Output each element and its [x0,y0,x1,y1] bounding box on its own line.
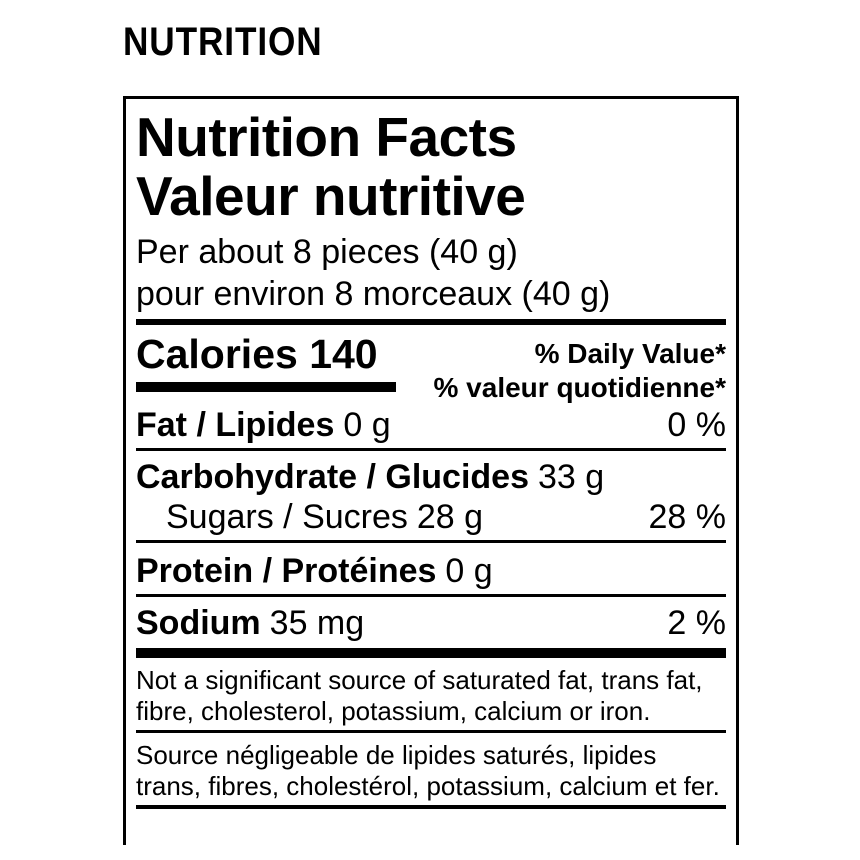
nutrient-name-bold: Protein / Protéines [136,552,437,590]
nutrient-row-carbohydrate: Carbohydrate / Glucides 33 g [136,457,726,497]
nutrient-name-bold: Fat / Lipides [136,406,335,444]
nutrient-amount: 0 g [343,406,391,444]
divider-thin [136,448,726,451]
nutrient-row-sugars: Sugars / Sucres 28 g 28 % [136,497,726,537]
nutrient-daily-value: 2 % [667,604,726,642]
label-title-english: Nutrition Facts [136,106,517,168]
nutrient-name: Protein / Protéines 0 g [136,551,493,591]
footnote-english: Not a significant source of saturated fa… [136,665,703,726]
calories-section: Calories 140 % Daily Value* % valeur quo… [136,331,726,405]
calories-underline-bar [136,382,396,392]
nutrient-name-bold: Carbohydrate / Glucides [136,458,529,496]
nutrient-name: Sodium 35 mg [136,603,364,643]
calories-block: Calories 140 [136,331,396,392]
daily-value-header-french: % valeur quotidienne* [433,372,727,403]
serving-size-english: Per about 8 pieces (40 g) [136,233,518,271]
daily-value-header-english: % Daily Value* [534,338,726,369]
section-heading: NUTRITION [123,20,323,64]
nutrient-name: Carbohydrate / Glucides 33 g [136,457,604,497]
nutrient-name-regular: Sugars / Sucres [166,498,408,536]
nutrition-facts-label: Nutrition Facts Valeur nutritive Per abo… [123,96,739,845]
divider-thin [136,594,726,597]
calories-value: Calories 140 [136,331,378,377]
nutrient-amount: 0 g [445,552,493,590]
nutrient-amount: 35 mg [269,604,365,642]
daily-value-header: % Daily Value* % valeur quotidienne* [434,331,727,405]
nutrient-amount: 28 g [416,498,484,536]
label-title-french: Valeur nutritive [136,165,526,227]
divider-thin [136,540,726,543]
footnote-french: Source négligeable de lipides saturés, l… [136,740,720,801]
nutrient-name-bold: Sodium [136,604,261,642]
nutrient-amount: 33 g [538,458,605,496]
nutrient-name: Fat / Lipides 0 g [136,405,391,445]
nutrient-row-protein: Protein / Protéines 0 g [136,551,726,591]
nutrient-row-fat: Fat / Lipides 0 g 0 % [136,405,726,445]
serving-size-french: pour environ 8 morceaux (40 g) [136,275,611,313]
divider-thick [136,648,726,658]
nutrient-daily-value: 0 % [667,406,726,444]
nutrient-name: Sugars / Sucres 28 g [166,497,483,537]
divider-thin [136,730,726,733]
divider-medium [136,319,726,325]
divider-bottom [136,805,726,809]
nutrient-row-sodium: Sodium 35 mg 2 % [136,603,726,643]
nutrient-daily-value: 28 % [648,498,727,536]
